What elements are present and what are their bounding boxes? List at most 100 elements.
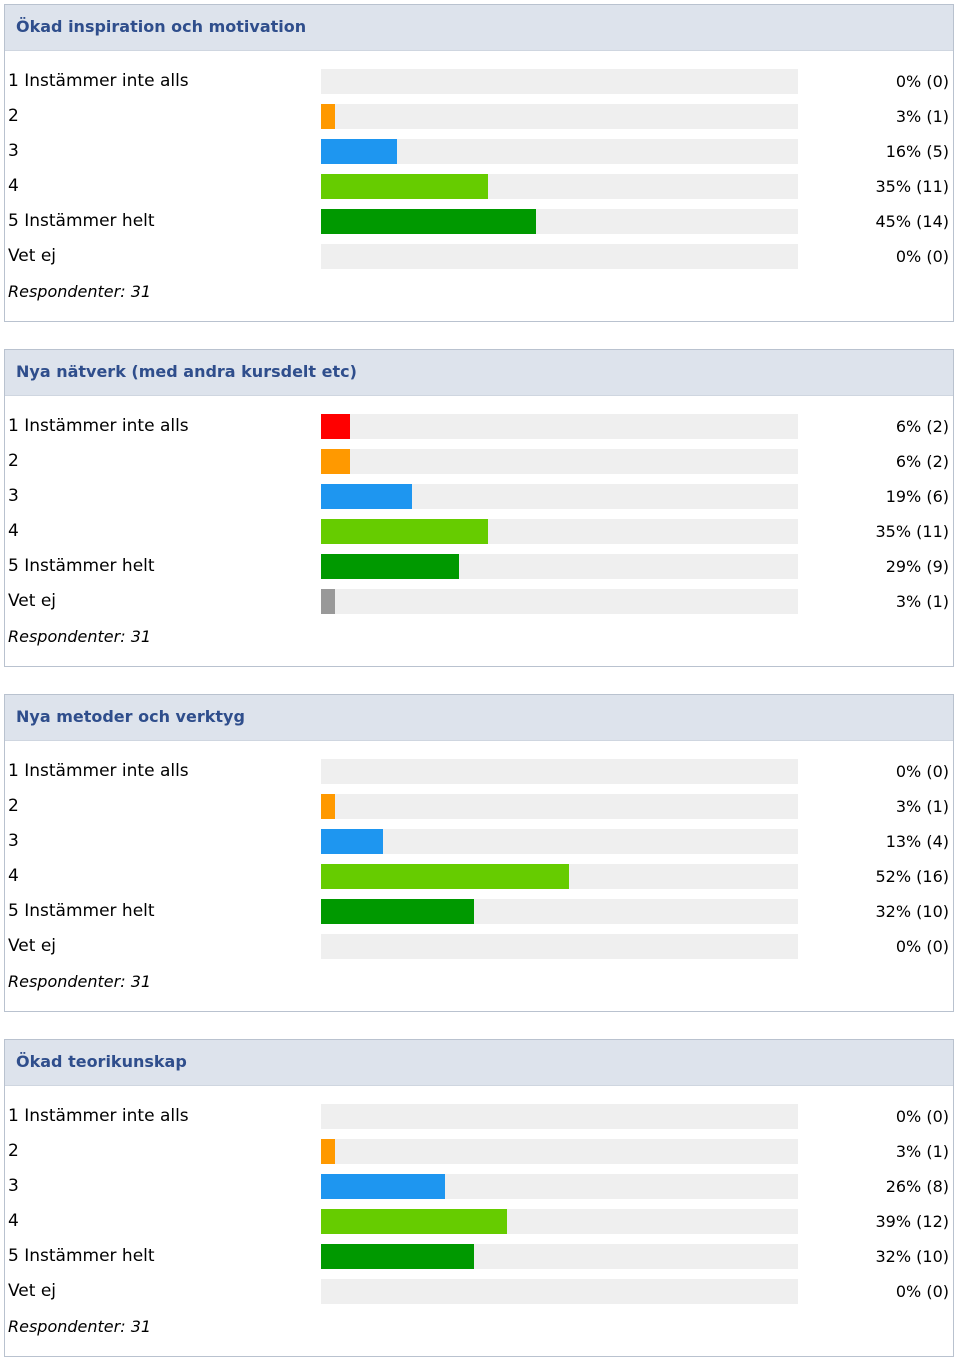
data-label: 16% (5) [885,142,949,161]
answer-row: Vet ej 3% (1) [5,589,953,614]
respondents-count: Respondenter: 31 [8,627,152,646]
bar [321,414,350,439]
question-panel: Ökad inspiration och motivation 1 Instämm… [4,4,954,322]
data-label: 32% (10) [875,902,950,921]
bar [321,1244,474,1269]
answer-row: 1 Instämmer inte alls 0% (0) [5,69,953,94]
question-title: Ökad inspiration och motivation [5,5,953,51]
bar [321,1209,507,1234]
answer-label: 1 Instämmer inte alls [8,1106,189,1126]
bar-track [321,899,798,924]
bar-track [321,1244,798,1269]
answer-row: 1 Instämmer inte alls 0% (0) [5,759,953,784]
data-label: 19% (6) [885,487,949,506]
bar-track [321,589,798,614]
data-label: 35% (11) [875,522,950,541]
answer-label: 3 [8,1176,19,1196]
data-label: 6% (2) [895,417,949,436]
answer-row: 4 35% (11) [5,519,953,544]
data-label: 0% (0) [895,247,949,266]
bar-track [321,174,798,199]
bar-track [321,1279,798,1304]
answer-row: Vet ej 0% (0) [5,244,953,269]
answer-label: Vet ej [8,936,57,956]
data-label: 52% (16) [875,867,950,886]
bar-track [321,934,798,959]
bar-track [321,244,798,269]
answer-label: 1 Instämmer inte alls [8,416,189,436]
bar-track [321,69,798,94]
bar-track [321,104,798,129]
answer-row: 2 3% (1) [5,1139,953,1164]
data-label: 39% (12) [875,1212,950,1231]
bar [321,864,569,889]
answer-label: 5 Instämmer helt [8,901,155,921]
answer-label: 2 [8,1141,19,1161]
bar [321,139,397,164]
question-panel: Nya nätverk (med andra kursdelt etc) 1 In… [4,349,954,667]
answer-label: 5 Instämmer helt [8,556,155,576]
bar-track [321,794,798,819]
question-panel: Nya metoder och verktyg 1 Instämmer inte … [4,694,954,1012]
data-label: 3% (1) [895,797,949,816]
bar-track [321,209,798,234]
answer-row: 3 16% (5) [5,139,953,164]
answer-row: 5 Instämmer helt 32% (10) [5,899,953,924]
bar [321,174,488,199]
bar-track [321,829,798,854]
respondents-count: Respondenter: 31 [8,972,152,991]
bar [321,1174,445,1199]
bar [321,519,488,544]
data-label: 0% (0) [895,72,949,91]
bar-track [321,519,798,544]
bar-track [321,139,798,164]
respondents-count: Respondenter: 31 [8,1317,152,1336]
data-label: 35% (11) [875,177,950,196]
question-title: Ökad teorikunskap [5,1040,953,1086]
question-title: Nya metoder och verktyg [5,695,953,741]
bar-track [321,484,798,509]
bar [321,1139,335,1164]
data-label: 0% (0) [895,937,949,956]
data-label: 3% (1) [895,1142,949,1161]
data-label: 32% (10) [875,1247,950,1266]
answer-row: 5 Instämmer helt 29% (9) [5,554,953,579]
bar-track [321,554,798,579]
data-label: 6% (2) [895,452,949,471]
answer-row: 3 19% (6) [5,484,953,509]
answer-label: 4 [8,1211,19,1231]
bar-track [321,1104,798,1129]
answer-row: 5 Instämmer helt 45% (14) [5,209,953,234]
answer-label: Vet ej [8,1281,57,1301]
bar-track [321,449,798,474]
bar-track [321,759,798,784]
data-label: 45% (14) [875,212,950,231]
data-label: 0% (0) [895,762,949,781]
answer-row: 4 39% (12) [5,1209,953,1234]
bar [321,829,383,854]
answer-row: 1 Instämmer inte alls 6% (2) [5,414,953,439]
answer-label: 4 [8,176,19,196]
answer-label: 5 Instämmer helt [8,1246,155,1266]
bar [321,589,335,614]
bar-track [321,1209,798,1234]
data-label: 29% (9) [885,557,949,576]
bar [321,899,474,924]
answer-row: 2 3% (1) [5,104,953,129]
answer-label: Vet ej [8,591,57,611]
answer-label: 3 [8,486,19,506]
data-label: 13% (4) [885,832,949,851]
answer-row: 1 Instämmer inte alls 0% (0) [5,1104,953,1129]
answer-row: Vet ej 0% (0) [5,934,953,959]
bar [321,104,335,129]
answer-row: 3 13% (4) [5,829,953,854]
answer-row: 3 26% (8) [5,1174,953,1199]
answer-row: Vet ej 0% (0) [5,1279,953,1304]
answer-label: 5 Instämmer helt [8,211,155,231]
bar-track [321,414,798,439]
question-panel: Ökad teorikunskap 1 Instämmer inte alls 0%… [4,1039,954,1357]
answer-label: 4 [8,521,19,541]
answer-label: 1 Instämmer inte alls [8,761,189,781]
bar [321,209,536,234]
bar-track [321,1139,798,1164]
